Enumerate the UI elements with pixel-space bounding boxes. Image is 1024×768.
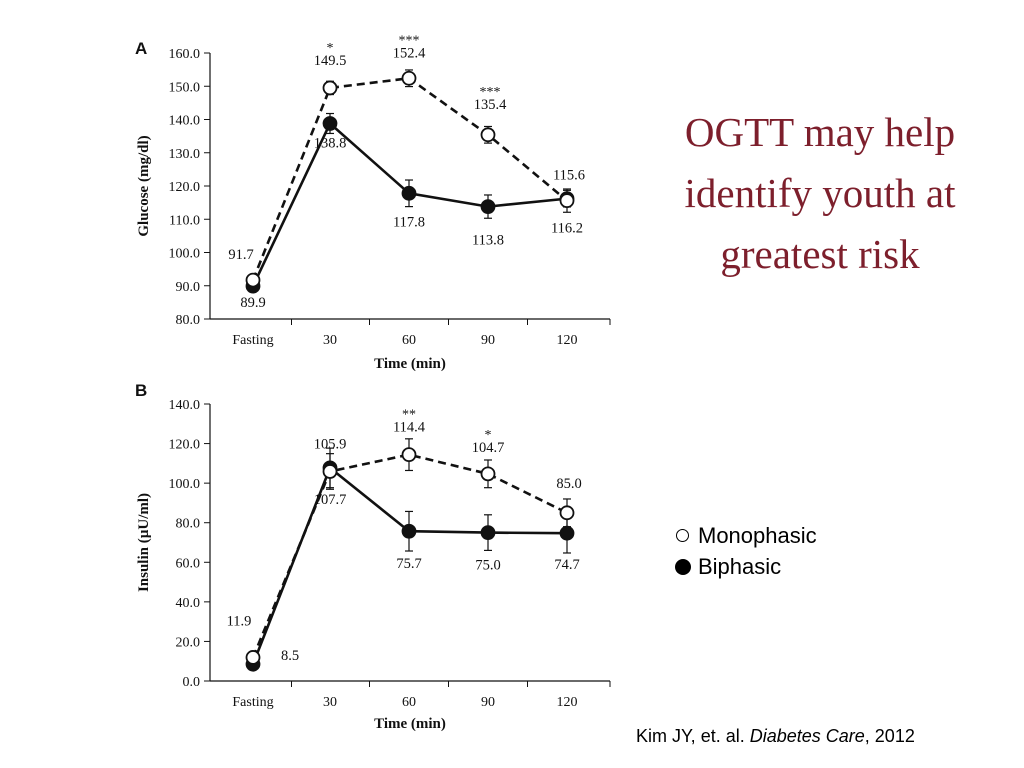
data-point-open <box>559 193 575 209</box>
data-label-biphasic: 74.7 <box>554 557 579 573</box>
x-tick-label: 60 <box>402 333 416 348</box>
chart-panel-a: A 80.0 90.0 100.0 110.0 120.0 130.0 140.0 150.0 1… <box>135 33 611 372</box>
data-point-filled <box>559 525 575 541</box>
data-label-monophasic: 105.9 <box>314 436 347 452</box>
x-axis-title: Time (min) <box>374 716 446 732</box>
y-tick-label: 80.0 <box>176 517 201 532</box>
citation-journal: Diabetes Care <box>749 726 865 746</box>
y-tick-label: 90.0 <box>176 280 201 295</box>
y-axis-title: Insulin (µU/ml) <box>136 493 152 592</box>
y-tick-label: 140.0 <box>169 398 201 413</box>
data-label-biphasic: 113.8 <box>472 233 504 249</box>
significance-marker: *** <box>480 85 501 100</box>
data-label-monophasic: 114.4 <box>393 420 426 436</box>
citation-authors: Kim JY, et. al. <box>636 726 745 746</box>
x-tick-label: 30 <box>323 695 337 710</box>
y-tick-label: 60.0 <box>176 556 201 571</box>
data-label-monophasic: 149.5 <box>314 53 347 69</box>
data-label-biphasic: 107.7 <box>314 492 347 508</box>
legend-item-biphasic: Biphasic <box>675 551 817 582</box>
data-point-filled <box>401 185 417 201</box>
series-line <box>251 76 568 281</box>
data-point-open <box>480 127 496 143</box>
legend-item-monophasic: Monophasic <box>676 520 817 551</box>
data-label-biphasic: 75.7 <box>396 556 421 572</box>
x-tick-label: Fasting <box>232 333 273 348</box>
series-biphasic: 89.9 138.8 117.8 113.8 116.2 <box>240 112 583 311</box>
series-line <box>251 453 568 658</box>
data-point-open <box>322 464 338 479</box>
legend-label-monophasic: Monophasic <box>698 522 817 548</box>
data-label-monophasic: 91.7 <box>228 247 253 263</box>
x-axis-title: Time (min) <box>374 356 446 372</box>
data-label-biphasic: 116.2 <box>551 221 583 237</box>
y-tick-label: 130.0 <box>169 147 201 162</box>
series-biphasic: 8.5 107.7 75.7 75.0 74.7 <box>245 447 580 672</box>
data-label-monophasic: 152.4 <box>393 45 426 61</box>
x-tick-label: 60 <box>402 695 416 710</box>
data-label-monophasic: 115.6 <box>553 168 585 184</box>
significance-marker: * <box>327 41 334 56</box>
panel-letter: A <box>135 39 147 58</box>
y-tick-label: 160.0 <box>169 47 201 62</box>
citation-year: , 2012 <box>864 726 915 746</box>
filled-circle-icon <box>675 558 691 575</box>
open-circle-icon <box>676 529 689 542</box>
significance-marker: * <box>485 428 492 443</box>
data-point-open <box>559 505 575 521</box>
y-tick-label: 120.0 <box>169 438 201 453</box>
data-label-biphasic: 89.9 <box>240 295 265 311</box>
x-tick-label: 90 <box>481 695 495 710</box>
data-point-filled <box>322 116 338 131</box>
citation: Kim JY, et. al. Diabetes Care, 2012 <box>636 726 915 747</box>
chart-panel-b: B 0.0 20.0 40.0 60.0 80.0 100.0 120.0 140.0 Fasti… <box>135 381 611 732</box>
y-tick-label: 120.0 <box>169 180 201 195</box>
data-point-filled <box>480 525 496 541</box>
data-point-filled <box>401 523 417 539</box>
y-tick-label: 100.0 <box>169 477 201 492</box>
data-label-biphasic: 75.0 <box>475 558 500 574</box>
data-label-monophasic: 85.0 <box>556 476 581 492</box>
y-tick-label: 20.0 <box>176 635 201 650</box>
data-label-monophasic: 135.4 <box>474 97 507 113</box>
y-tick-label: 100.0 <box>169 247 201 262</box>
x-tick-label: 90 <box>481 333 495 348</box>
x-tick-label: 30 <box>323 333 337 348</box>
data-label-monophasic: 11.9 <box>227 613 252 629</box>
significance-marker: ** <box>402 408 416 423</box>
y-axis-title: Glucose (mg/dl) <box>136 135 152 236</box>
data-label-biphasic: 138.8 <box>314 135 347 151</box>
panel-letter: B <box>135 381 147 400</box>
y-tick-label: 0.0 <box>183 675 201 690</box>
x-tick-label: 120 <box>557 695 578 710</box>
legend-label-biphasic: Biphasic <box>698 553 782 579</box>
y-tick-label: 150.0 <box>169 80 201 95</box>
significance-marker: *** <box>399 33 420 48</box>
y-tick-label: 140.0 <box>169 114 201 129</box>
data-point-open <box>245 272 261 288</box>
data-point-open <box>480 466 496 482</box>
legend: Monophasic Biphasic <box>675 520 817 582</box>
x-tick-label: Fasting <box>232 695 273 710</box>
series-line <box>251 121 568 287</box>
y-tick-label: 80.0 <box>176 313 201 328</box>
data-point-filled <box>480 199 496 215</box>
data-point-open <box>245 650 261 665</box>
data-point-open <box>401 447 417 463</box>
slide-title: OGTT may help identify youth at greatest… <box>684 109 956 277</box>
data-label-monophasic: 104.7 <box>472 440 505 456</box>
data-label-biphasic: 117.8 <box>393 214 425 230</box>
y-tick-label: 40.0 <box>176 596 201 611</box>
x-tick-label: 120 <box>557 333 578 348</box>
y-tick-label: 110.0 <box>169 213 200 228</box>
data-point-open <box>322 80 338 96</box>
data-point-open <box>401 70 417 86</box>
data-label-biphasic: 8.5 <box>281 648 299 664</box>
